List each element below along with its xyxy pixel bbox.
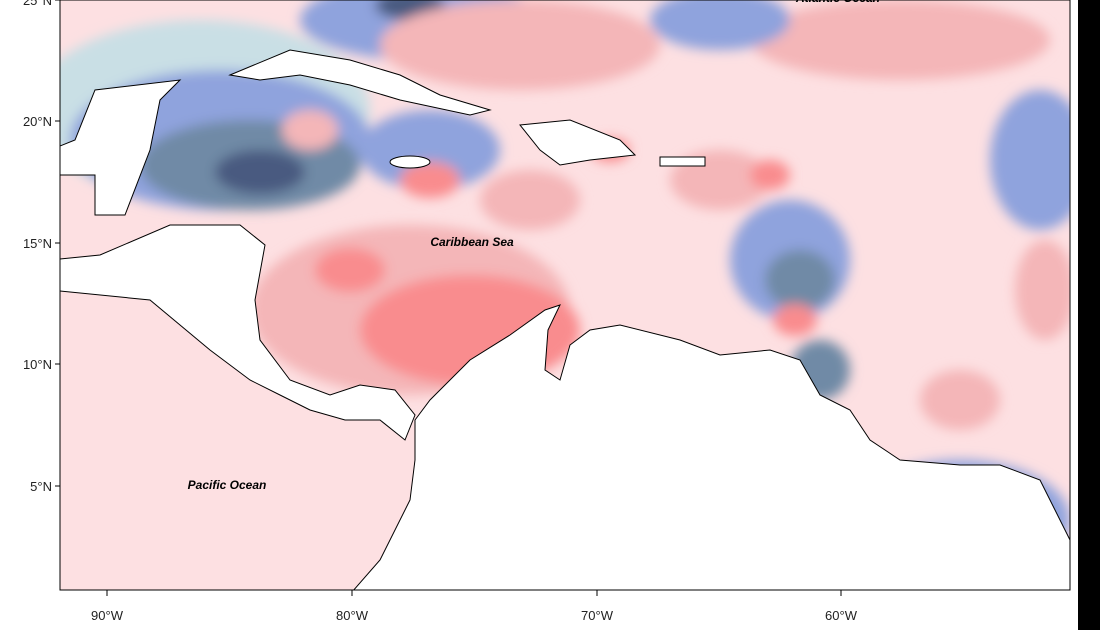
contour-field <box>60 0 1070 590</box>
x-axis-label: 90°W <box>91 608 124 623</box>
y-axis-label: 25°N <box>23 0 52 8</box>
yucatan <box>60 79 182 216</box>
south-america <box>353 304 1070 590</box>
x-axis-label: 80°W <box>336 608 369 623</box>
y-axis-label: 5°N <box>30 479 52 494</box>
y-axis-label: 10°N <box>23 357 52 372</box>
ocean-label: Caribbean Sea <box>430 235 514 249</box>
x-axis-label: 70°W <box>581 608 614 623</box>
hispaniola <box>519 119 637 166</box>
y-axis-label: 15°N <box>23 236 52 251</box>
jamaica <box>389 155 431 169</box>
edge-bar <box>1078 0 1100 630</box>
x-axis-label: 60°W <box>825 608 858 623</box>
central-america <box>60 224 416 441</box>
ocean-label: Pacific Ocean <box>188 478 267 492</box>
puerto-rico <box>659 156 706 167</box>
panel-border <box>59 0 1071 591</box>
ocean-label: Atlantic Ocean <box>795 0 880 5</box>
cuba <box>228 49 492 116</box>
y-axis-label: 20°N <box>23 114 52 129</box>
